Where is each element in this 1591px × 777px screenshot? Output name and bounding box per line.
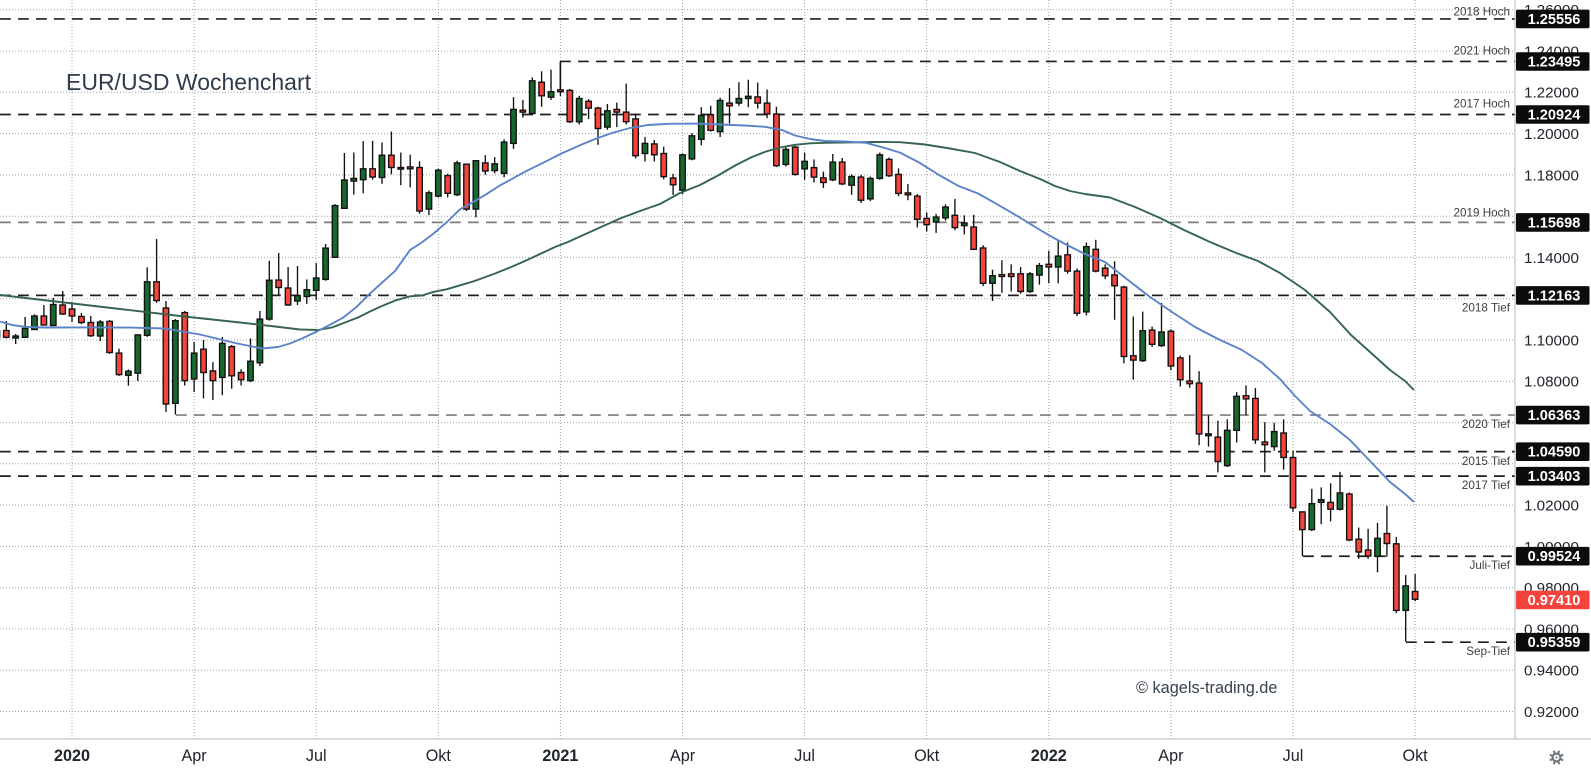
svg-text:2018 Hoch: 2018 Hoch [1453,5,1510,18]
svg-text:2022: 2022 [1031,747,1067,765]
svg-text:Jul: Jul [306,747,327,765]
svg-text:1.25556: 1.25556 [1528,12,1581,28]
svg-text:1.20924: 1.20924 [1528,108,1582,124]
svg-text:1.06363: 1.06363 [1528,408,1581,424]
svg-text:2017 Hoch: 2017 Hoch [1453,98,1510,111]
svg-text:1.03403: 1.03403 [1528,469,1581,485]
svg-text:Apr: Apr [181,747,207,765]
svg-text:Juli-Tief: Juli-Tief [1470,559,1511,572]
svg-text:1.15698: 1.15698 [1528,215,1581,231]
svg-text:0.97410: 0.97410 [1528,593,1581,609]
svg-text:2017 Tief: 2017 Tief [1462,479,1511,492]
svg-text:1.08000: 1.08000 [1524,374,1579,391]
svg-text:2015 Tief: 2015 Tief [1462,455,1511,468]
svg-text:1.12163: 1.12163 [1528,288,1581,304]
svg-text:© kagels-trading.de: © kagels-trading.de [1136,679,1277,697]
svg-text:1.22000: 1.22000 [1524,85,1579,102]
svg-text:2020: 2020 [54,747,90,765]
svg-text:Okt: Okt [426,747,452,765]
svg-text:1.04590: 1.04590 [1528,445,1581,461]
svg-text:Apr: Apr [1158,747,1184,765]
svg-text:2018 Tief: 2018 Tief [1462,301,1511,314]
svg-text:1.14000: 1.14000 [1524,250,1579,267]
svg-text:EUR/USD Wochenchart: EUR/USD Wochenchart [66,69,312,95]
svg-text:2021: 2021 [542,747,578,765]
svg-text:1.20000: 1.20000 [1524,126,1579,143]
svg-text:2021 Hoch: 2021 Hoch [1453,45,1510,58]
svg-text:0.99524: 0.99524 [1528,549,1582,565]
svg-text:Okt: Okt [914,747,940,765]
svg-text:0.94000: 0.94000 [1524,663,1579,680]
svg-text:Okt: Okt [1403,747,1429,765]
svg-text:1.18000: 1.18000 [1524,167,1579,184]
svg-text:Sep-Tief: Sep-Tief [1466,645,1510,658]
svg-text:0.95359: 0.95359 [1528,635,1581,651]
svg-text:2020 Tief: 2020 Tief [1462,418,1511,431]
svg-text:0.92000: 0.92000 [1524,704,1579,721]
svg-text:Apr: Apr [670,747,696,765]
svg-text:Jul: Jul [1283,747,1304,765]
svg-text:Jul: Jul [794,747,815,765]
svg-text:1.10000: 1.10000 [1524,332,1579,349]
svg-text:2019 Hoch: 2019 Hoch [1453,206,1510,219]
svg-text:1.02000: 1.02000 [1524,498,1579,515]
svg-text:1.23495: 1.23495 [1528,55,1581,71]
